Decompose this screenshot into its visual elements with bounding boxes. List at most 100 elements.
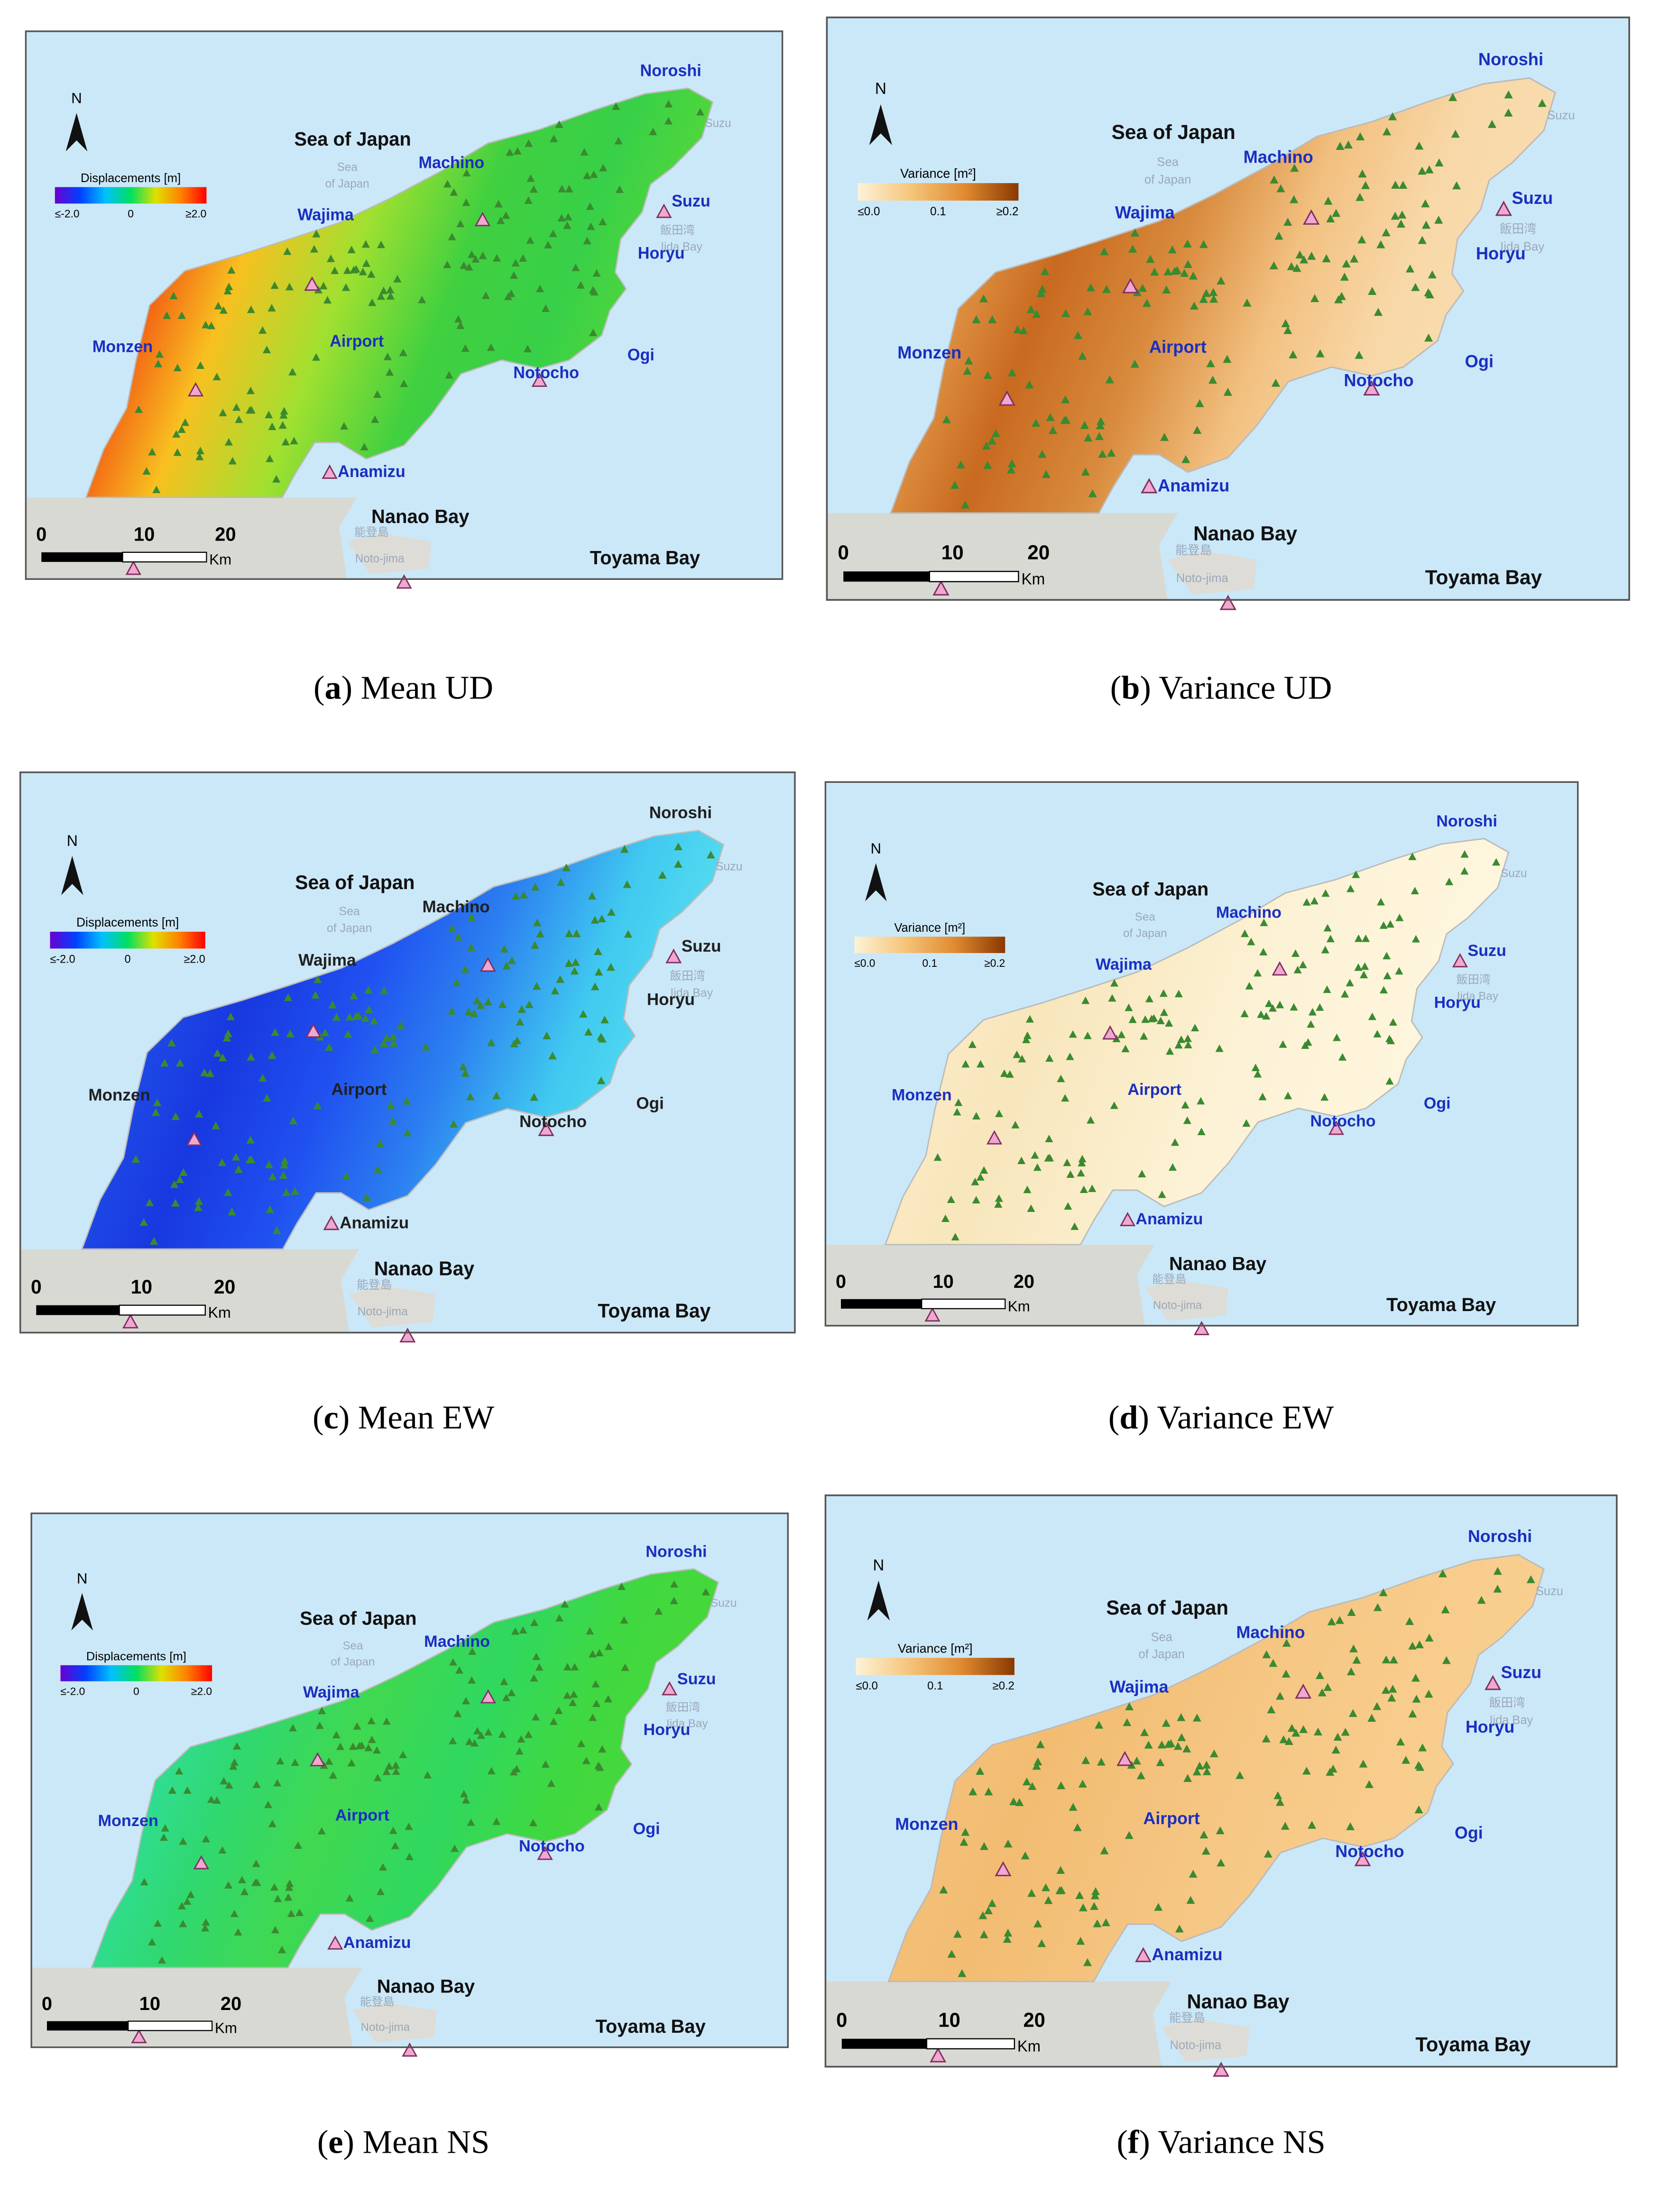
place-label: Anamizu: [340, 1213, 409, 1232]
station: [978, 1911, 987, 1919]
place-label: Monzen: [895, 1814, 958, 1834]
station: [218, 1053, 227, 1062]
station: [1258, 1092, 1267, 1101]
station: [1336, 142, 1345, 150]
station: [368, 298, 377, 306]
station: [1093, 1919, 1102, 1927]
station: [979, 294, 988, 303]
station: [1361, 962, 1369, 970]
station: [1314, 1727, 1323, 1736]
station: [231, 1153, 240, 1161]
station: [1209, 288, 1218, 296]
station: [1383, 972, 1392, 980]
station: [312, 353, 321, 361]
scale-label: Km: [209, 551, 231, 568]
site: [305, 1023, 322, 1038]
station: [598, 914, 606, 923]
station: [266, 1205, 275, 1213]
station: [1021, 1851, 1030, 1860]
legend-max: ≥2.0: [184, 953, 205, 965]
station: [445, 371, 453, 379]
station: [1411, 887, 1419, 895]
station: [1090, 1902, 1098, 1910]
station: [1088, 1184, 1097, 1192]
station: [979, 1930, 988, 1938]
station: [1202, 1767, 1211, 1775]
station: [214, 302, 222, 310]
station: [701, 1588, 710, 1596]
station: [466, 1092, 475, 1101]
station: [467, 913, 476, 921]
station: [589, 329, 598, 336]
station: [519, 254, 527, 262]
station: [1038, 450, 1047, 458]
station: [1292, 264, 1301, 272]
station: [379, 986, 388, 994]
station: [290, 1187, 299, 1195]
station: [1504, 90, 1513, 99]
station: [1075, 1891, 1084, 1899]
station: [1162, 1719, 1171, 1727]
station: [1209, 294, 1218, 303]
legend-max: ≥2.0: [191, 1685, 212, 1697]
station: [1346, 979, 1354, 987]
station: [1090, 1891, 1099, 1900]
site: [1363, 380, 1380, 396]
station: [465, 1737, 474, 1745]
station: [1073, 1823, 1082, 1831]
place-label: Notocho: [513, 364, 579, 382]
station: [549, 229, 557, 238]
station: [1241, 929, 1249, 937]
station: [1373, 1030, 1382, 1037]
place-label: Suzu: [710, 1597, 737, 1610]
place-label: Sea: [337, 161, 358, 174]
station: [318, 1707, 326, 1715]
station: [358, 1741, 366, 1749]
station: [1073, 331, 1082, 339]
station: [972, 1196, 980, 1204]
legend-bar: [858, 183, 1019, 201]
station: [1396, 220, 1406, 228]
station: [1355, 132, 1365, 140]
station: [1395, 967, 1403, 975]
station: [1056, 1866, 1065, 1874]
station: [1036, 289, 1045, 297]
place-label: Noto-jima: [358, 1305, 408, 1318]
station: [1316, 349, 1325, 358]
site: [187, 382, 204, 397]
station: [533, 918, 542, 927]
station: [1460, 850, 1469, 858]
caption-letter: f: [1128, 2123, 1140, 2160]
caption-letter: a: [324, 669, 341, 706]
station: [562, 863, 571, 872]
station: [696, 108, 705, 116]
station: [1291, 949, 1300, 957]
station: [968, 1040, 977, 1048]
station: [317, 1827, 326, 1835]
place-label: 飯田湾: [660, 224, 695, 237]
station: [554, 1707, 563, 1714]
station: [1425, 165, 1434, 174]
station: [1274, 231, 1283, 240]
station: [1362, 934, 1370, 942]
station: [1349, 1644, 1358, 1652]
noto-island: [352, 2002, 437, 2043]
station: [1048, 426, 1058, 434]
station: [1341, 1727, 1350, 1736]
station: [1138, 284, 1147, 292]
station: [504, 293, 513, 300]
station: [281, 438, 290, 446]
station: [590, 982, 599, 991]
station: [563, 1663, 572, 1670]
station: [376, 1139, 385, 1147]
site: [1452, 953, 1468, 968]
station: [1096, 421, 1105, 430]
station: [953, 1108, 961, 1116]
station: [492, 1092, 501, 1100]
station: [583, 171, 591, 179]
station: [1245, 982, 1254, 990]
station: [530, 941, 539, 949]
station: [1382, 228, 1391, 237]
station: [222, 1034, 231, 1042]
station: [1079, 1185, 1088, 1193]
